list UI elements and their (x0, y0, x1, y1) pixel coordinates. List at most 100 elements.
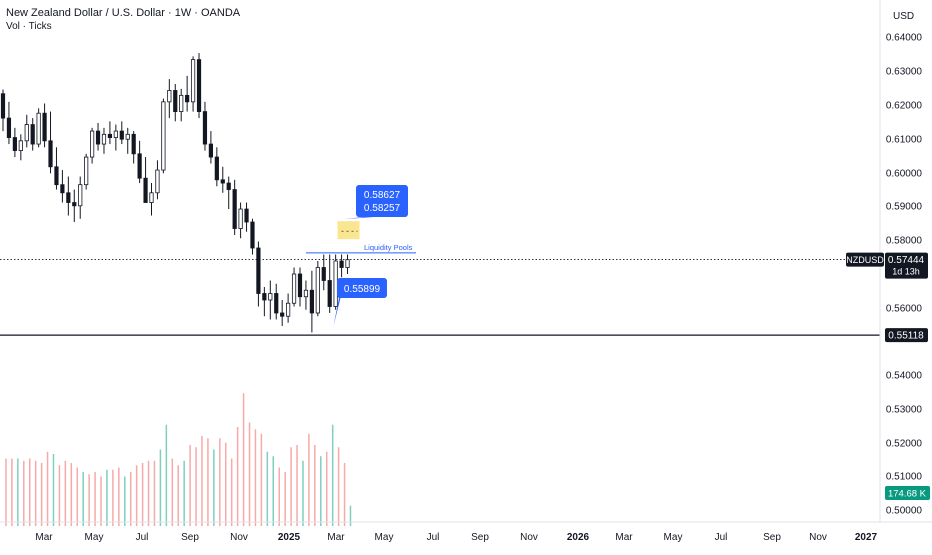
candle-body-up (24, 124, 29, 142)
candle (107, 121, 113, 145)
volume-bar (272, 456, 275, 526)
time-tick-label: Jul (427, 532, 440, 543)
candle (42, 103, 47, 148)
liquidity-pools-label: Liquidity Pools (364, 243, 413, 252)
volume-bar (337, 447, 340, 526)
volume-tag (885, 486, 930, 500)
candle-body-up (179, 94, 184, 112)
price-tick-label: 0.51000 (886, 472, 923, 483)
candle (72, 189, 77, 223)
candle-body-down (214, 156, 219, 181)
candle (339, 254, 344, 278)
candle-body-down (262, 293, 267, 301)
target-callout[interactable] (356, 185, 408, 217)
candle (208, 131, 213, 164)
candle-body-down (244, 208, 249, 223)
target-high-label: 0.58627 (364, 190, 401, 201)
time-tick-label: May (85, 532, 104, 543)
price-tick-label: 0.59000 (886, 202, 923, 213)
candle-body-up (286, 302, 291, 317)
volume-bar (165, 424, 168, 526)
candle (220, 166, 225, 193)
highlight-zone[interactable] (337, 221, 360, 240)
volume-bar (278, 467, 280, 526)
candle-body-down (107, 133, 113, 138)
candle-body-up (84, 156, 89, 186)
chart-legend: New Zealand Dollar / U.S. Dollar · 1W · … (6, 6, 240, 34)
volume-bar (17, 458, 19, 526)
volume-bar (34, 460, 37, 526)
candle (250, 218, 255, 255)
candle-body-up (78, 184, 83, 207)
volume-bar (201, 436, 203, 526)
volume-bar (260, 433, 263, 526)
time-tick-label: May (375, 532, 394, 543)
time-tick-label: Mar (615, 532, 633, 543)
volume-bar (320, 456, 322, 526)
time-tick-label: 2027 (855, 532, 878, 543)
candle (125, 127, 130, 154)
volume-bar (159, 449, 162, 526)
volume-bar (254, 429, 257, 526)
price-tick-label: 0.50000 (886, 506, 923, 517)
time-axis[interactable]: Mar May Jul Sep Nov 2025 Mar May Jul Sep Nov 2026 Ma… (35, 532, 877, 543)
price-axis[interactable]: 0.64000 0.63000 0.62000 0.61000 0.60000 0.590… (886, 33, 923, 517)
volume-bar (5, 458, 7, 526)
candle (190, 56, 196, 112)
volume-bar (70, 463, 73, 526)
time-tick-label: Nov (520, 532, 538, 543)
time-tick-label: 2025 (278, 532, 301, 543)
candle-body-down (280, 312, 285, 317)
candle-body-down (208, 143, 213, 158)
candle-body-down (226, 182, 231, 190)
candle-body-up (161, 101, 166, 171)
time-tick-label: Jul (715, 532, 728, 543)
volume-bar (82, 472, 84, 526)
candle (286, 293, 291, 323)
candle-body-down (339, 260, 344, 268)
volume-bar (94, 472, 96, 526)
symbol-title[interactable]: New Zealand Dollar / U.S. Dollar · 1W · … (6, 7, 241, 19)
candle-body-up (303, 289, 309, 298)
candle-body-down (12, 137, 17, 151)
candle (268, 280, 273, 320)
symbol-tag (846, 252, 884, 267)
candle (214, 147, 219, 187)
candle-body-down (72, 202, 77, 207)
time-tick-label: Jul (136, 532, 149, 543)
volume-bar (195, 447, 197, 526)
candle-body-up (190, 59, 196, 103)
volume-bar (189, 445, 191, 526)
volume-bar (23, 460, 25, 526)
candle (244, 202, 249, 232)
time-tick-label: Mar (35, 532, 53, 543)
candle (66, 176, 71, 216)
volume-bar (135, 465, 138, 526)
volume-bar (236, 427, 239, 526)
candle (137, 140, 142, 184)
volume-bar (76, 467, 78, 526)
candle-body-down (202, 111, 208, 145)
candle-body-down (173, 90, 178, 112)
candle (321, 254, 326, 291)
volume-bar (124, 476, 126, 526)
volume-indicator-title[interactable]: Vol · Ticks (6, 21, 52, 32)
stop-label: 0.55899 (344, 284, 381, 295)
time-tick-label: Sep (471, 532, 489, 543)
price-tick-label: 0.61000 (886, 135, 923, 146)
volume-bar (88, 474, 90, 526)
volume-bar (242, 393, 245, 526)
volume-bar (219, 438, 221, 526)
candle-body-down (60, 184, 65, 194)
candle (78, 176, 83, 219)
time-tick-label: Mar (327, 532, 345, 543)
volume-bar (129, 472, 132, 526)
candle-body-down (95, 130, 101, 145)
candle (0, 89, 6, 132)
candle (327, 254, 332, 313)
price-tick-label: 0.60000 (886, 169, 923, 180)
stop-callout[interactable] (337, 278, 387, 298)
candle (12, 127, 17, 158)
candle (18, 134, 23, 161)
